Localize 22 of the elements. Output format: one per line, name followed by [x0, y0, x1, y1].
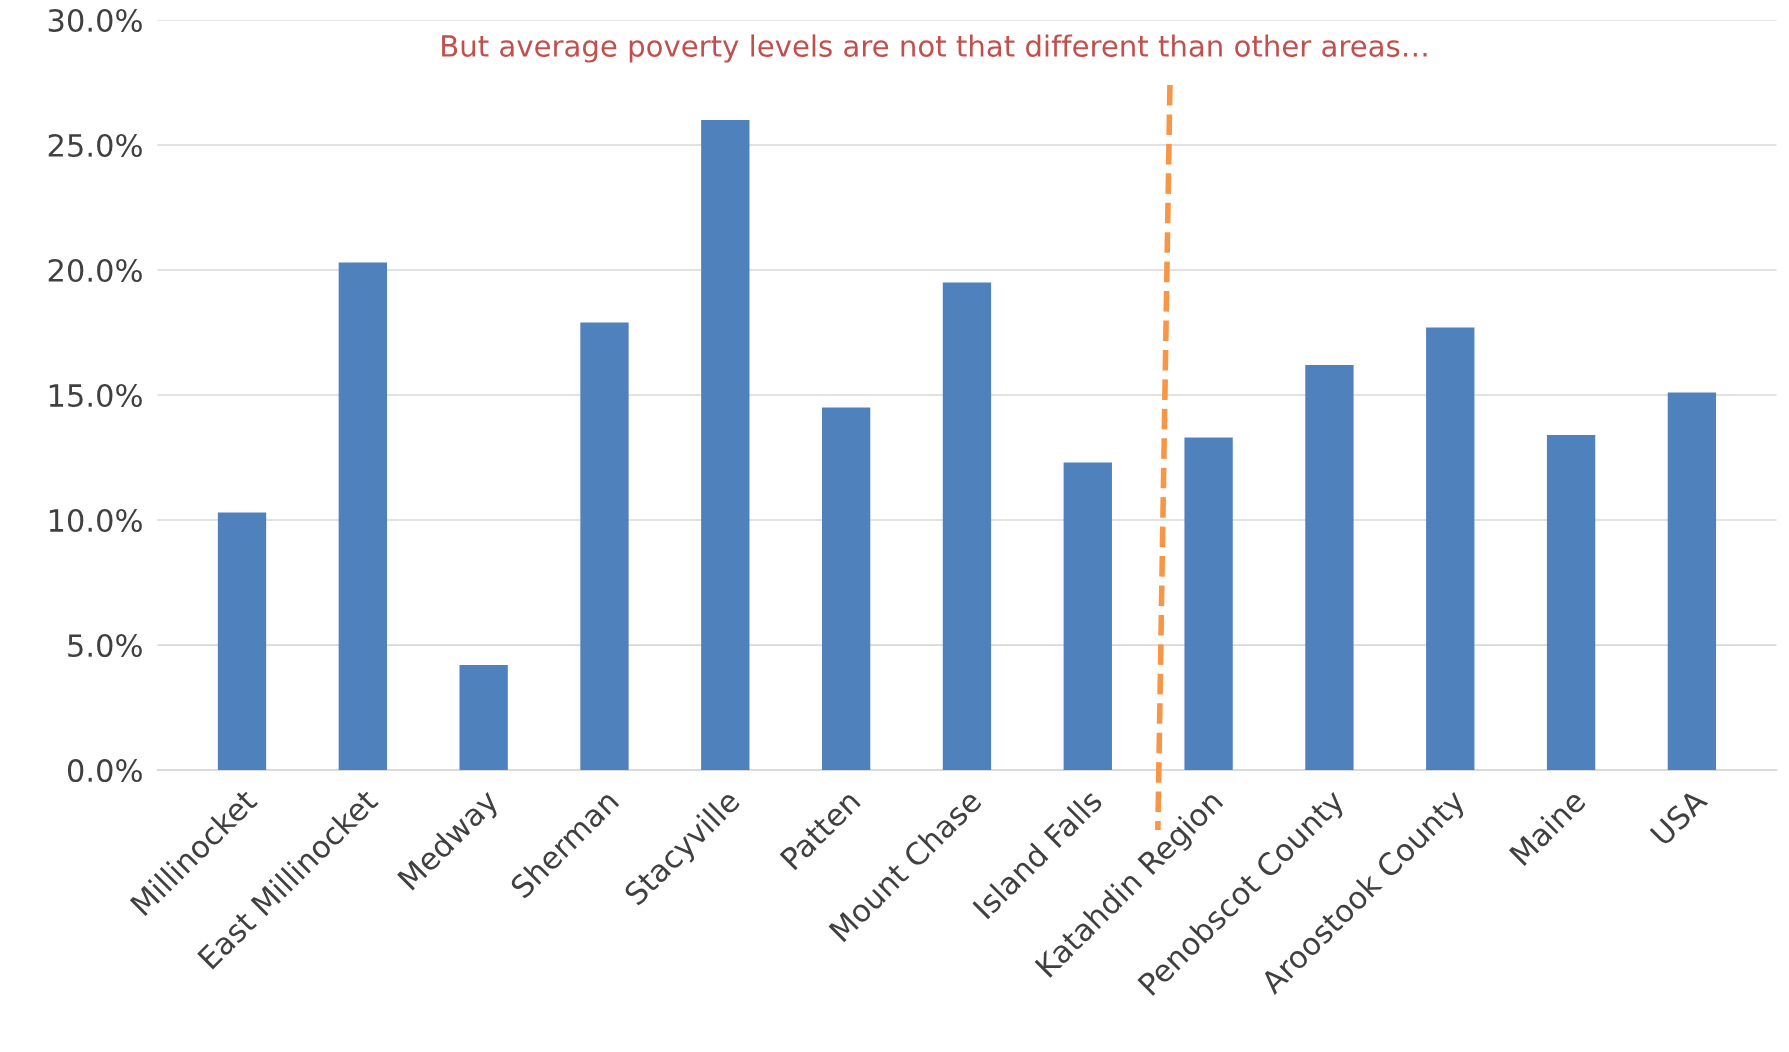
bar: [942, 282, 992, 771]
y-tick-label: 10.0%: [49, 508, 142, 533]
bar: [821, 407, 871, 771]
y-tick-label: 15.0%: [49, 383, 142, 408]
bar: [1426, 327, 1475, 771]
bar: [459, 665, 508, 771]
bar: [1667, 392, 1717, 771]
y-tick-label: 20.0%: [48, 258, 142, 283]
y-tick-label: 30.0%: [48, 8, 142, 33]
bar: [1305, 365, 1354, 771]
bar: [1063, 462, 1112, 771]
bar: [1546, 435, 1596, 771]
annotation: But average poverty levels are not that different than other areas…: [442, 34, 1427, 63]
bar: [1184, 437, 1233, 771]
y-tick-label: 25.0%: [48, 133, 142, 158]
bar: [701, 120, 750, 771]
bar: [338, 262, 387, 771]
bar: [217, 512, 267, 771]
y-tick-label: 0.0%: [67, 758, 142, 783]
x-tick-label: USA: [1649, 787, 1709, 847]
bar: [580, 322, 629, 771]
y-tick-label: 5.0%: [68, 633, 142, 658]
